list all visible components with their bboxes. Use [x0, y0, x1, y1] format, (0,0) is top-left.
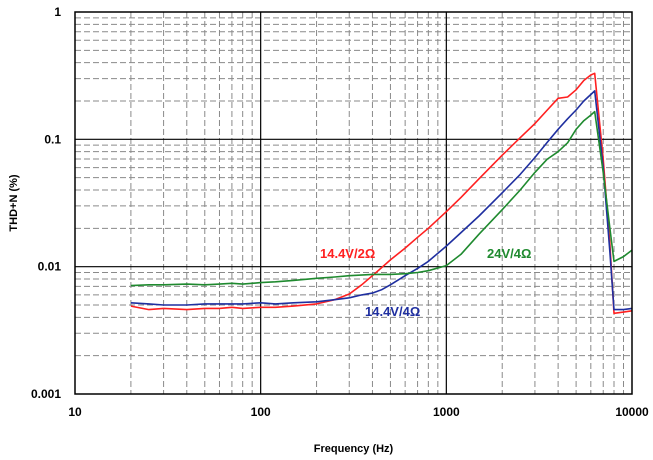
- series-label: 24V/4Ω: [487, 246, 531, 261]
- series-label: 14.4V/4Ω: [365, 304, 420, 319]
- y-tick-label: 1: [54, 5, 61, 19]
- x-tick-labels: 10 100 1000 10000: [68, 405, 649, 419]
- x-tick-label: 100: [251, 405, 271, 419]
- series-line: [130, 72, 633, 315]
- plot-area-background: [75, 12, 632, 394]
- minor-grid: [75, 12, 632, 394]
- x-tick-label: 10000: [615, 405, 649, 419]
- plot-frame: [74, 11, 633, 395]
- x-axis-label: Frequency (Hz): [314, 443, 394, 455]
- series-lines: [130, 72, 633, 315]
- y-tick-label: 0.001: [31, 387, 61, 401]
- series-line: [130, 110, 633, 287]
- y-axis-label: THD+N (%): [8, 174, 20, 231]
- y-tick-label: 0.01: [38, 260, 62, 274]
- series-label: 14.4V/2Ω: [320, 246, 375, 261]
- series-labels: 14.4V/2Ω 14.4V/4Ω 24V/4Ω: [320, 246, 531, 319]
- x-tick-label: 1000: [433, 405, 460, 419]
- y-tick-labels: 0.001 0.01 0.1 1: [31, 5, 61, 401]
- series-line: [130, 90, 633, 311]
- major-grid: [75, 12, 632, 394]
- x-tick-label: 10: [68, 405, 82, 419]
- y-tick-label: 0.1: [44, 132, 61, 146]
